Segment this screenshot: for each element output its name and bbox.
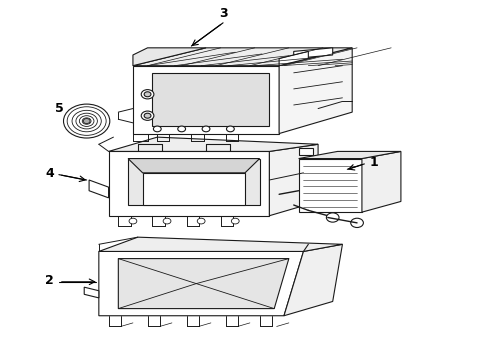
Polygon shape [133, 48, 206, 66]
Polygon shape [99, 251, 303, 316]
Polygon shape [294, 48, 333, 59]
Polygon shape [84, 287, 99, 298]
Polygon shape [118, 258, 289, 309]
Polygon shape [133, 48, 352, 66]
Polygon shape [133, 66, 279, 134]
Polygon shape [279, 51, 308, 66]
Circle shape [202, 126, 210, 132]
Polygon shape [298, 152, 401, 158]
Polygon shape [270, 144, 318, 216]
Circle shape [141, 111, 154, 120]
Polygon shape [152, 73, 270, 126]
Polygon shape [298, 158, 362, 212]
Polygon shape [128, 158, 260, 173]
Text: 4: 4 [45, 167, 54, 180]
Polygon shape [109, 137, 318, 152]
Circle shape [226, 126, 234, 132]
Text: 5: 5 [54, 102, 63, 115]
Circle shape [231, 218, 239, 224]
Circle shape [197, 218, 205, 224]
Ellipse shape [64, 104, 110, 138]
Circle shape [141, 90, 154, 99]
Circle shape [351, 218, 364, 228]
Polygon shape [128, 158, 260, 205]
Text: 3: 3 [219, 7, 227, 20]
Polygon shape [298, 148, 313, 155]
Circle shape [153, 126, 161, 132]
Circle shape [178, 126, 186, 132]
Polygon shape [109, 152, 270, 216]
Polygon shape [284, 244, 343, 316]
Circle shape [144, 113, 151, 118]
Polygon shape [89, 180, 109, 198]
Circle shape [326, 213, 339, 222]
Circle shape [83, 118, 90, 123]
Polygon shape [362, 152, 401, 212]
Circle shape [163, 218, 171, 224]
Polygon shape [143, 173, 245, 205]
Text: 1: 1 [369, 156, 378, 169]
Text: 2: 2 [45, 274, 54, 287]
Polygon shape [99, 237, 343, 251]
Circle shape [144, 92, 151, 97]
Circle shape [129, 218, 137, 224]
Polygon shape [279, 48, 352, 134]
